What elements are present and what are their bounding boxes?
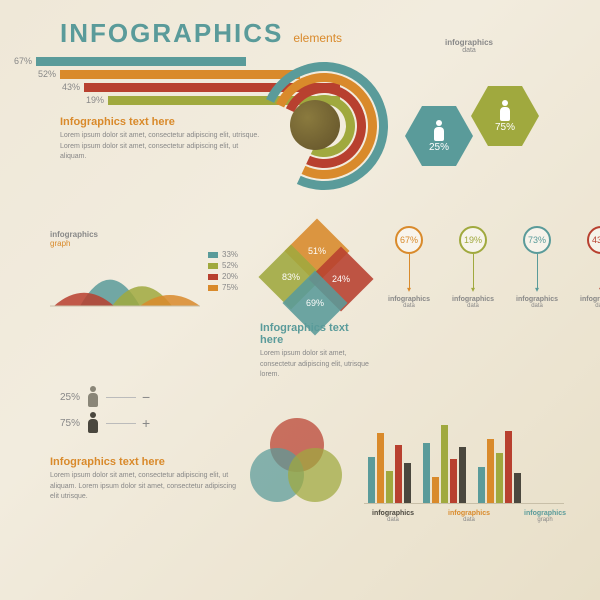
diamond-heading: Infographics text here [260, 322, 370, 346]
male-icon [432, 120, 446, 142]
pin-label: infographicsdata [516, 296, 558, 309]
bar-chart-labels: infographicsdata infographicsdata infograp… [372, 510, 566, 523]
venn-diagram [250, 418, 350, 508]
page-title: INFOGRAPHICS [60, 18, 283, 49]
diamond-percent: 24% [332, 274, 350, 284]
hex-percent: 25% [429, 142, 449, 153]
bar [487, 439, 494, 503]
ribbon-label: 52% [24, 69, 60, 79]
bar [404, 463, 411, 503]
bar [377, 433, 384, 503]
pin-label: infographicsdata [452, 296, 494, 309]
pin: 67% ▾ infographicsdata [388, 226, 430, 309]
ribbon-label: 43% [48, 82, 84, 92]
ribbon-bar [36, 57, 246, 66]
globe-icon [290, 100, 340, 150]
gender-percent: 75% [50, 418, 80, 429]
hex-caption-title: infographics [445, 38, 493, 47]
area-chart-title: infographics graph [50, 230, 200, 248]
gender-row: 25% − [50, 386, 240, 408]
chevron-down-icon: ▾ [407, 288, 411, 292]
bar-chart [364, 404, 564, 504]
diamond-percent: 69% [306, 298, 324, 308]
hexagon: 75% [471, 86, 539, 146]
bar [514, 473, 521, 503]
area-chart: infographics graph [50, 230, 200, 313]
pin-circle: 19% [459, 226, 487, 254]
hex-caption-sub: data [462, 47, 476, 54]
bar [423, 443, 430, 503]
hexagon: 25% [405, 106, 473, 166]
pin-circle: 73% [523, 226, 551, 254]
venn-circle [288, 448, 342, 502]
bar [386, 471, 393, 503]
legend-item: 20% [208, 272, 238, 281]
page-title-row: INFOGRAPHICS elements [60, 18, 342, 49]
gender-sign: − [142, 389, 150, 405]
bar [450, 459, 457, 503]
bar-group-label: infographicsdata [448, 510, 490, 523]
pin-chart: 67% ▾ infographicsdata 19% ▾ infographic… [388, 226, 600, 309]
pin-circle: 67% [395, 226, 423, 254]
bar [441, 425, 448, 503]
legend-item: 75% [208, 283, 238, 292]
hex-percent: 75% [495, 122, 515, 133]
hex-caption: infographics data [445, 38, 493, 54]
diamond-lorem: Lorem ipsum dolor sit amet, consectetur … [260, 349, 370, 381]
bar [368, 457, 375, 503]
pin-line [537, 254, 538, 288]
pin-line [473, 254, 474, 288]
ribbon-label: 67% [0, 56, 36, 66]
bar [496, 453, 503, 503]
ribbon-lorem: Lorem ipsum dolor sit amet, consectetur … [60, 131, 260, 163]
bar [478, 467, 485, 503]
bar [432, 477, 439, 503]
chevron-down-icon: ▾ [535, 288, 539, 292]
diamond-chart: 51% 83% 24% 69% [260, 228, 360, 318]
pin-label: infographicsdata [388, 296, 430, 309]
page-subtitle: elements [293, 31, 342, 45]
bar-group-label: infographicsdata [372, 510, 414, 523]
pin: 19% ▾ infographicsdata [452, 226, 494, 309]
area-chart-legend: 33% 52% 20% 75% [208, 250, 238, 294]
bar [505, 431, 512, 503]
bar [459, 447, 466, 503]
ribbon-heading: Infographics text here [60, 116, 260, 128]
bar [395, 445, 402, 503]
gender-row: 75% + [50, 412, 240, 434]
male-icon [86, 412, 100, 434]
ribbon-label: 19% [72, 95, 108, 105]
chevron-down-icon: ▾ [471, 288, 475, 292]
pin: 43% ▾ infographicsdata [580, 226, 600, 309]
area-chart-svg [50, 248, 200, 308]
diamond-percent: 83% [282, 272, 300, 282]
gender-sign: + [142, 415, 150, 431]
pin-circle: 43% [587, 226, 600, 254]
gender-heading: Infographics text here [50, 456, 240, 468]
gender-text: Infographics text here Lorem ipsum dolor… [50, 456, 240, 503]
ribbon-text-block: Infographics text here Lorem ipsum dolor… [60, 116, 260, 163]
diamond-percent: 51% [308, 246, 326, 256]
pin-line [409, 254, 410, 288]
diamond-text: Infographics text here Lorem ipsum dolor… [260, 322, 370, 381]
bar-chart-baseline [364, 503, 564, 504]
pin: 73% ▾ infographicsdata [516, 226, 558, 309]
female-icon [498, 100, 512, 122]
female-icon [86, 386, 100, 408]
gender-lorem: Lorem ipsum dolor sit amet, consectetur … [50, 471, 240, 503]
bar-group-label: infographicsgraph [524, 510, 566, 523]
gender-percent: 25% [50, 392, 80, 403]
gender-block: 25% − 75% + [50, 386, 240, 438]
pin-label: infographicsdata [580, 296, 600, 309]
legend-item: 33% [208, 250, 238, 259]
legend-item: 52% [208, 261, 238, 270]
